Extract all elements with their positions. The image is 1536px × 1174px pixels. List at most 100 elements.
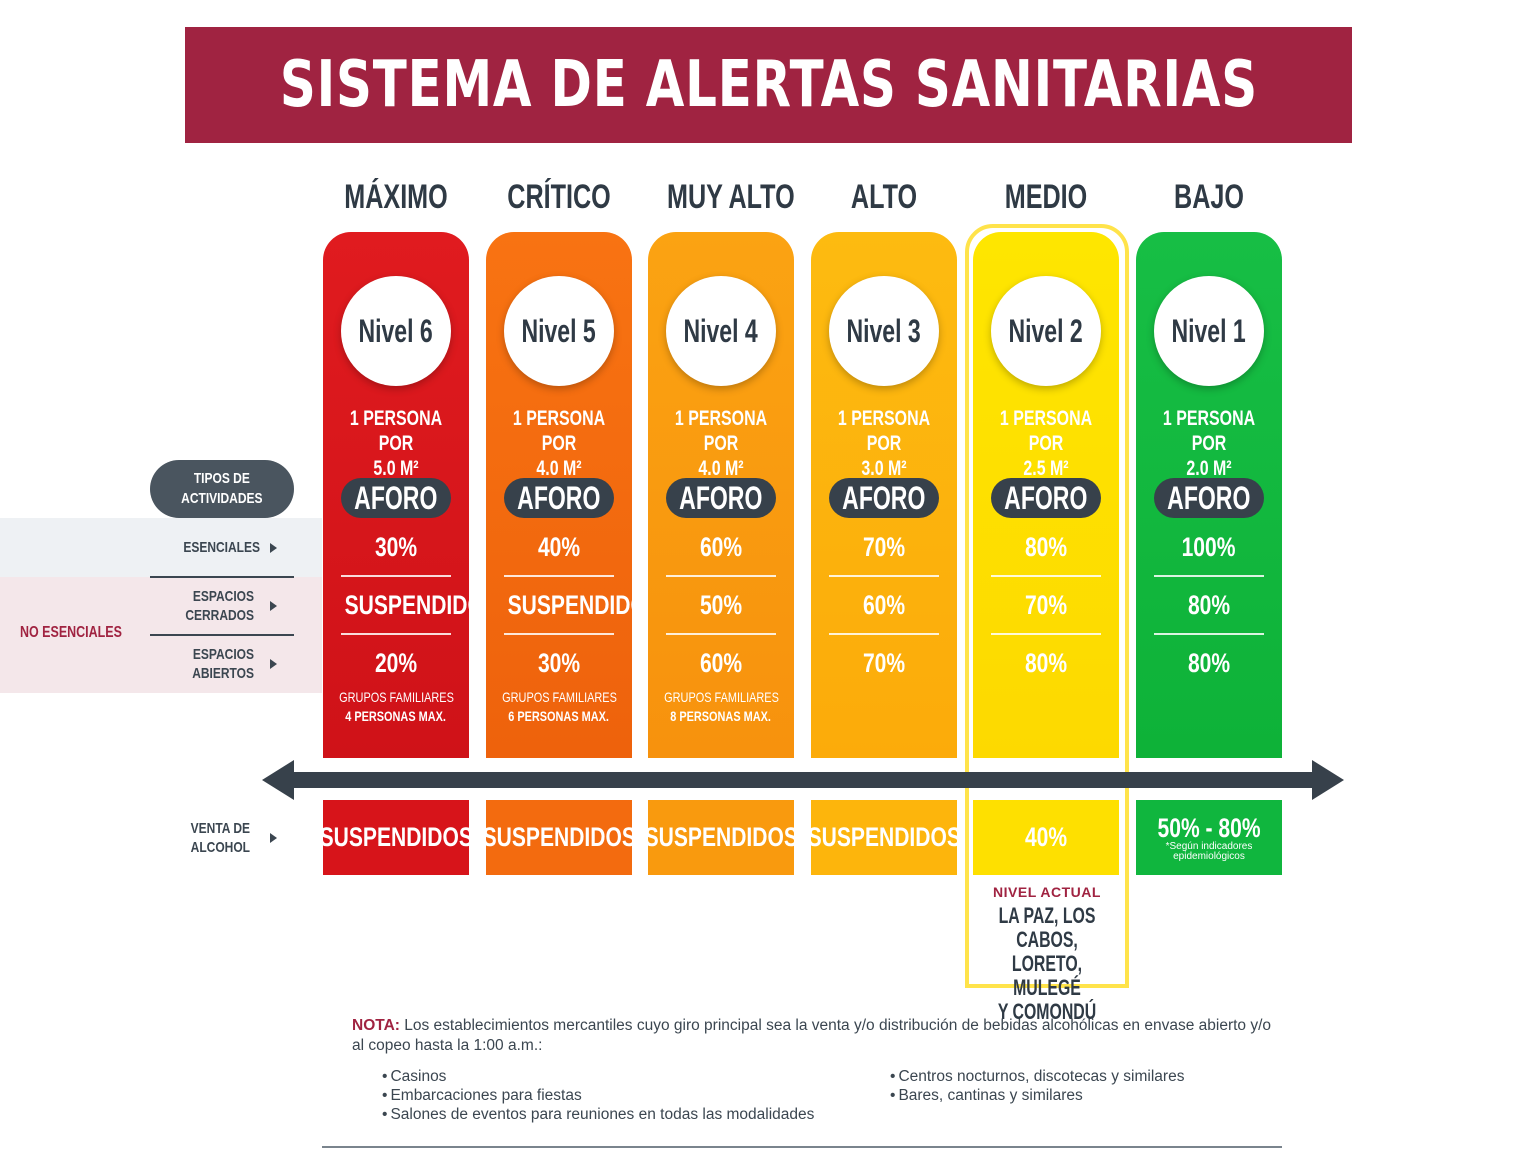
aforo-pill: AFORO (341, 478, 451, 518)
espacios-cerrados-arrow-icon (270, 601, 277, 611)
divider (991, 633, 1101, 635)
cerrados-value: SUSPENDIDOS (344, 590, 498, 620)
arrow-left-icon (262, 760, 294, 800)
grupos-familiares-note: GRUPOS FAMILIARES 8 PERSONAS MAX. (664, 689, 779, 724)
row-separator (150, 576, 294, 578)
esenciales-value: 100% (1182, 532, 1236, 562)
nivel-badge: Nivel 5 (504, 276, 614, 386)
nivel-badge: Nivel 6 (341, 276, 451, 386)
esenciales-value: 30% (374, 532, 418, 562)
espacios-abiertos-label: ESPACIOS ABIERTOS (192, 646, 254, 682)
alcohol-box-3: SUSPENDIDOS (807, 800, 961, 875)
esenciales-label: ESENCIALES (183, 539, 260, 556)
esenciales-arrow-icon (270, 543, 277, 553)
nota-paragraph: NOTA: Los establecimientos mercantiles c… (352, 1016, 1282, 1056)
list-item: Salones de eventos para reuniones en tod… (382, 1105, 814, 1124)
esenciales-value: 80% (1024, 532, 1068, 562)
nivel-badge: Nivel 3 (829, 276, 939, 386)
venta-alcohol-arrow-icon (270, 833, 277, 843)
density-text: 1 PERSONA POR 5.0 M² (349, 407, 443, 480)
abiertos-value: 30% (537, 648, 581, 678)
level-name-medio: MEDIO (1004, 178, 1088, 216)
espacios-abiertos-arrow-icon (270, 659, 277, 669)
nota-text: Los establecimientos mercantiles cuyo gi… (352, 1017, 1272, 1054)
nivel-actual-places: LA PAZ, LOS CABOS, LORETO, MULEGÉ Y COMO… (997, 903, 1097, 1024)
abiertos-value: 20% (374, 648, 418, 678)
divider (1154, 633, 1264, 635)
nivel-badge: Nivel 2 (991, 276, 1101, 386)
cerrados-value: 80% (1187, 590, 1231, 620)
abiertos-value: 60% (699, 648, 743, 678)
divider (341, 633, 451, 635)
aforo-pill: AFORO (666, 478, 776, 518)
divider (829, 575, 939, 577)
list-item: Bares, cantinas y similares (890, 1086, 1184, 1105)
current-level-highlight (965, 224, 1129, 988)
nivel-badge: Nivel 1 (1154, 276, 1264, 386)
list-item: Centros nocturnos, discotecas y similare… (890, 1067, 1184, 1086)
divider (504, 575, 614, 577)
page-title: SISTEMA DE ALERTAS SANITARIAS (279, 48, 1258, 122)
level-column-3: Nivel 3 1 PERSONA POR 3.0 M² AFORO 70% 6… (811, 232, 957, 758)
nota-bullets-left: Casinos Embarcaciones para fiestas Salon… (382, 1067, 814, 1124)
aforo-pill: AFORO (829, 478, 939, 518)
tipos-label: TIPOS DE ACTIVIDADES (181, 470, 263, 507)
arrow-right-icon (1312, 760, 1344, 800)
alcohol-note: *Según indicadores epidemiológicos (1165, 841, 1253, 862)
alcohol-box-6: SUSPENDIDOS (319, 800, 473, 875)
esenciales-value: 70% (862, 532, 906, 562)
divider (666, 575, 776, 577)
divider (1154, 575, 1264, 577)
level-column-5: Nivel 5 1 PERSONA POR 4.0 M² AFORO 40% S… (486, 232, 661, 758)
nivel-actual-label: NIVEL ACTUAL (993, 884, 1101, 900)
divider (991, 575, 1101, 577)
nota-label: NOTA: (352, 1017, 400, 1034)
divider (666, 633, 776, 635)
abiertos-value: 80% (1187, 648, 1231, 678)
cerrados-value: 50% (699, 590, 743, 620)
scale-arrow-line (290, 772, 1314, 788)
esenciales-band (0, 518, 322, 577)
level-name-maximo: MÁXIMO (344, 178, 448, 216)
divider (341, 575, 451, 577)
divider (504, 633, 614, 635)
level-column-2: Nivel 2 1 PERSONA POR 2.5 M² AFORO 80% 7… (973, 232, 1119, 758)
grupos-familiares-note: GRUPOS FAMILIARES 4 PERSONAS MAX. (339, 689, 454, 724)
esenciales-value: 40% (537, 532, 581, 562)
alcohol-box-2: 40% (973, 800, 1119, 875)
alcohol-box-5: SUSPENDIDOS (482, 800, 636, 875)
density-text: 1 PERSONA POR 2.0 M² (1162, 407, 1256, 480)
list-item: Casinos (382, 1067, 814, 1086)
no-esenciales-label: NO ESENCIALES (20, 624, 122, 641)
cerrados-value: 70% (1024, 590, 1068, 620)
list-item: Embarcaciones para fiestas (382, 1086, 814, 1105)
density-text: 1 PERSONA POR 3.0 M² (837, 407, 931, 480)
density-text: 1 PERSONA POR 2.5 M² (999, 407, 1093, 480)
density-text: 1 PERSONA POR 4.0 M² (674, 407, 768, 480)
divider (829, 633, 939, 635)
cerrados-value: SUSPENDIDOS (507, 590, 661, 620)
level-column-6: Nivel 6 1 PERSONA POR 5.0 M² AFORO 30% S… (323, 232, 498, 758)
tipos-de-actividades-pill: TIPOS DE ACTIVIDADES (150, 460, 294, 518)
level-name-alto: ALTO (850, 178, 918, 216)
nivel-badge: Nivel 4 (666, 276, 776, 386)
density-text: 1 PERSONA POR 4.0 M² (512, 407, 606, 480)
title-banner: SISTEMA DE ALERTAS SANITARIAS (185, 27, 1352, 143)
nota-bullets-right: Centros nocturnos, discotecas y similare… (890, 1067, 1184, 1105)
esenciales-value: 60% (699, 532, 743, 562)
row-separator (150, 634, 294, 636)
abiertos-value: 80% (1024, 648, 1068, 678)
level-name-critico: CRÍTICO (507, 178, 611, 216)
level-name-bajo: BAJO (1174, 178, 1244, 216)
aforo-pill: AFORO (504, 478, 614, 518)
alcohol-box-1: 50% - 80% *Según indicadores epidemiológ… (1136, 800, 1282, 875)
espacios-cerrados-label: ESPACIOS CERRADOS (185, 588, 254, 624)
venta-alcohol-label: VENTA DE ALCOHOL (190, 820, 250, 856)
level-column-4: Nivel 4 1 PERSONA POR 4.0 M² AFORO 60% 5… (648, 232, 794, 758)
bottom-divider (322, 1146, 1282, 1148)
level-name-muy-alto: MUY ALTO (666, 178, 795, 216)
abiertos-value: 70% (862, 648, 906, 678)
level-column-1: Nivel 1 1 PERSONA POR 2.0 M² AFORO 100% … (1136, 232, 1282, 758)
cerrados-value: 60% (862, 590, 906, 620)
aforo-pill: AFORO (1154, 478, 1264, 518)
